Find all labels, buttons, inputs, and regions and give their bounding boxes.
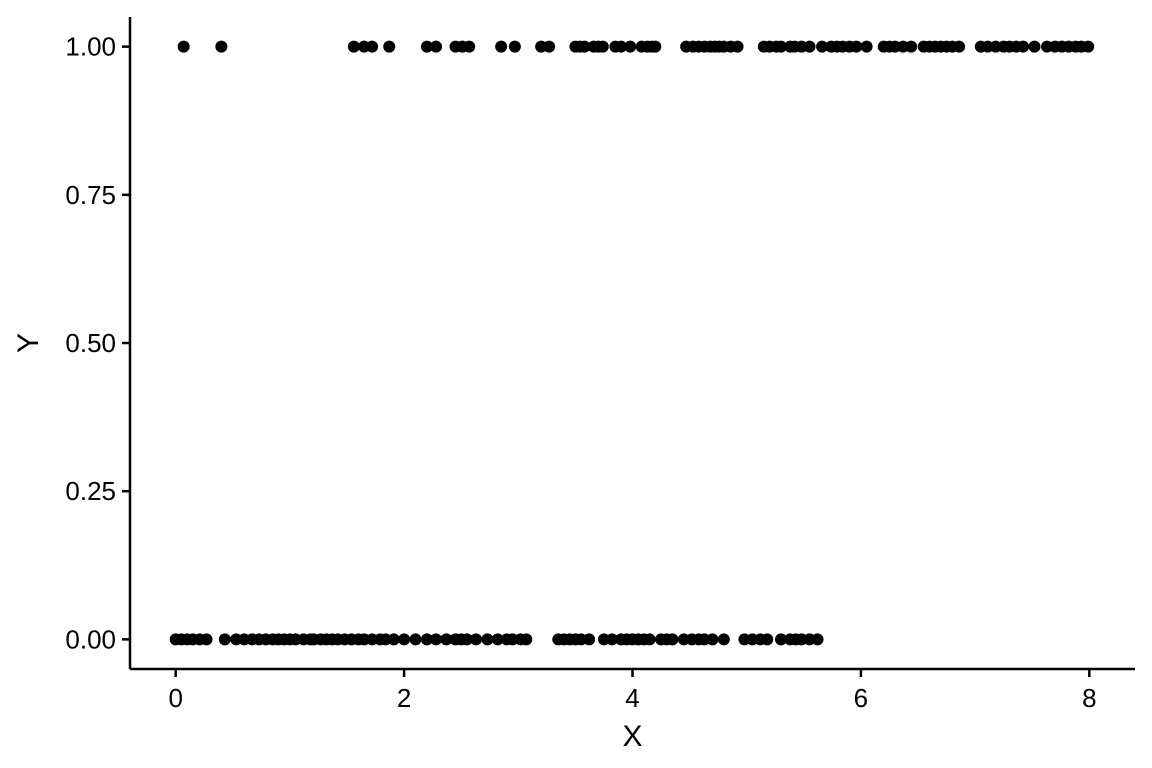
data-point [420, 40, 433, 53]
data-point [463, 40, 476, 53]
data-point [666, 633, 679, 646]
y-tick-label: 0.50 [65, 328, 116, 358]
data-point [816, 40, 829, 53]
y-axis-ticks: 0.00 0.25 0.50 0.75 1.00 [65, 32, 130, 654]
data-point [761, 633, 774, 646]
data-point [596, 40, 609, 53]
data-point [731, 40, 744, 53]
data-point [398, 633, 411, 646]
data-point [200, 633, 213, 646]
x-axis-title: X [622, 720, 642, 753]
y-tick-label: 0.00 [65, 624, 116, 654]
data-point [774, 40, 787, 53]
data-point [850, 40, 863, 53]
x-tick-label: 0 [168, 683, 182, 713]
data-point [643, 633, 656, 646]
y-tick-label: 1.00 [65, 32, 116, 62]
data-point [218, 633, 231, 646]
data-point [624, 40, 637, 53]
data-point [387, 633, 400, 646]
data-point [177, 40, 190, 53]
data-point [366, 40, 379, 53]
y-tick-label: 0.75 [65, 180, 116, 210]
data-point [460, 633, 473, 646]
data-point [803, 40, 816, 53]
data-point [520, 633, 533, 646]
data-point [543, 40, 556, 53]
data-point [481, 633, 494, 646]
data-points [169, 40, 1095, 646]
data-point [347, 40, 360, 53]
data-point [953, 40, 966, 53]
data-point [774, 633, 787, 646]
data-point [605, 633, 618, 646]
data-point [578, 40, 591, 53]
data-point [383, 40, 396, 53]
data-point [409, 633, 422, 646]
data-point [495, 40, 508, 53]
data-point [491, 633, 504, 646]
data-point [583, 633, 596, 646]
data-point [1017, 40, 1030, 53]
x-tick-label: 6 [854, 683, 868, 713]
data-point [1082, 40, 1095, 53]
x-axis-ticks: 0 2 4 6 8 [168, 669, 1097, 713]
data-point [649, 40, 662, 53]
data-point [440, 633, 453, 646]
data-point [420, 633, 433, 646]
data-point [430, 633, 443, 646]
y-tick-label: 0.25 [65, 476, 116, 506]
x-tick-label: 8 [1082, 683, 1096, 713]
data-point [905, 40, 918, 53]
data-point [860, 40, 873, 53]
x-tick-label: 2 [397, 683, 411, 713]
data-point [1028, 40, 1041, 53]
data-point [470, 633, 483, 646]
data-point [615, 40, 628, 53]
data-point [215, 40, 228, 53]
data-point [811, 633, 824, 646]
y-axis-title: Y [12, 333, 45, 353]
data-point [706, 633, 719, 646]
x-tick-label: 4 [625, 683, 639, 713]
data-point [717, 633, 730, 646]
data-point [430, 40, 443, 53]
data-point [508, 40, 521, 53]
